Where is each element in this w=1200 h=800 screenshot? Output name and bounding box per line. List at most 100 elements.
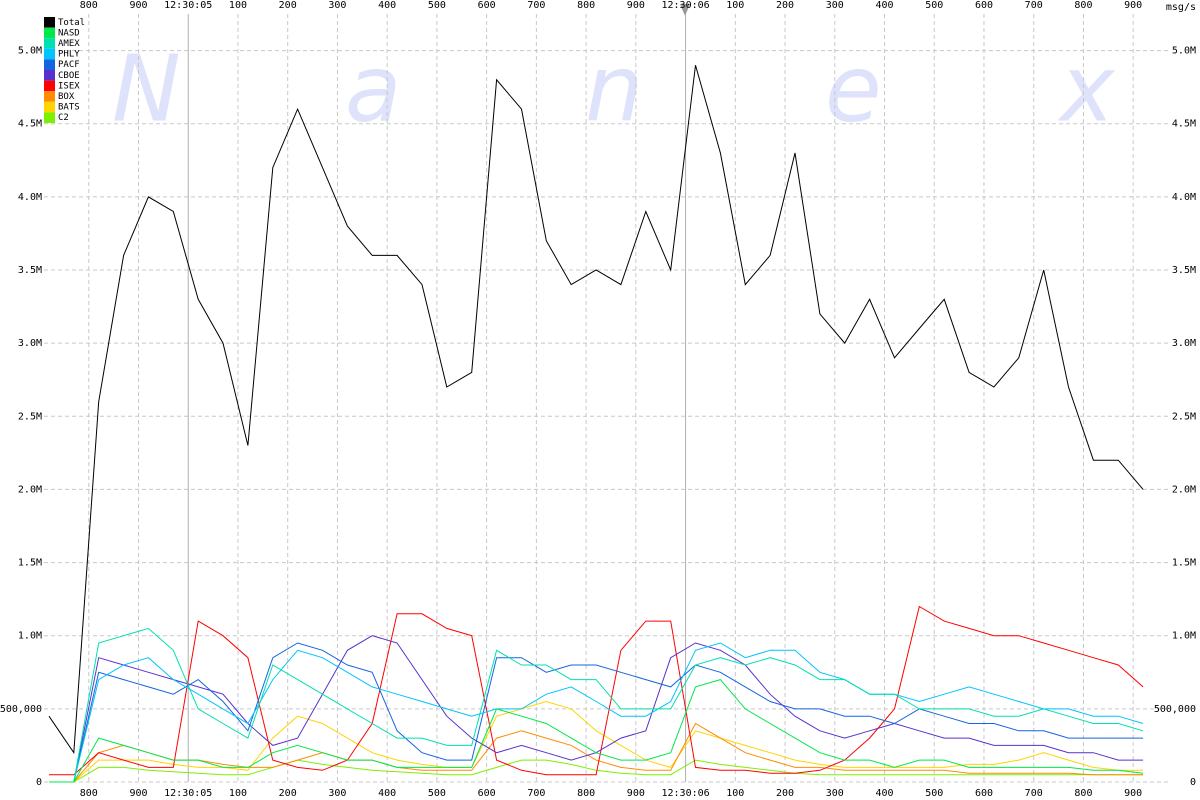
- y-tick-label: 2.0M: [18, 484, 42, 495]
- series-line: [49, 759, 1144, 783]
- x-tick-label: 12:30:05: [164, 788, 212, 799]
- x-tick-label-top: 800: [80, 0, 98, 11]
- x-tick-label: 900: [129, 788, 147, 799]
- legend-swatch: [44, 80, 55, 92]
- y-tick-label-right: 1.5M: [1172, 558, 1196, 569]
- y-tick-label-right: 3.5M: [1172, 265, 1196, 276]
- x-tick-label: 700: [1025, 788, 1043, 799]
- x-tick-label-top: 300: [328, 0, 346, 11]
- y-tick-label: 4.5M: [18, 119, 42, 130]
- x-tick-label: 800: [80, 788, 98, 799]
- x-tick-label-top: 100: [726, 0, 744, 11]
- watermark-letter: e: [825, 35, 882, 142]
- series-line: [49, 642, 1144, 783]
- y-tick-label-right: 5.0M: [1172, 46, 1196, 57]
- y-tick-label: 3.0M: [18, 338, 42, 349]
- x-tick-label: 500: [925, 788, 943, 799]
- y-tick-label: 1.5M: [18, 558, 42, 569]
- x-tick-label-top: 700: [527, 0, 545, 11]
- x-tick-label: 400: [378, 788, 396, 799]
- x-tick-label-top: 900: [627, 0, 645, 11]
- legend-label: AMEX: [58, 39, 80, 49]
- legend-swatch: [44, 48, 55, 60]
- series-line: [49, 605, 1144, 776]
- y-tick-label-right: 500,000: [1154, 704, 1196, 715]
- x-tick-label-top: 500: [925, 0, 943, 11]
- y-tick-label-right: 4.0M: [1172, 192, 1196, 203]
- legend-swatch: [44, 38, 55, 49]
- x-tick-label: 600: [478, 788, 496, 799]
- legend-label: PHLY: [58, 50, 80, 60]
- x-tick-label: 100: [229, 788, 247, 799]
- x-tick-label: 700: [527, 788, 545, 799]
- time-marker: [680, 4, 690, 16]
- x-tick-label-top: 200: [776, 0, 794, 11]
- y-tick-label-right: 2.5M: [1172, 411, 1196, 422]
- x-tick-label: 12:30:06: [661, 788, 709, 799]
- series-line: [49, 679, 1144, 783]
- x-tick-label-top: 800: [1074, 0, 1092, 11]
- series-line: [49, 627, 1144, 783]
- x-tick-label: 300: [328, 788, 346, 799]
- x-tick-label-top: 500: [428, 0, 446, 11]
- legend-swatch: [44, 59, 55, 70]
- y-tick-label: 500,000: [0, 704, 42, 715]
- x-tick-label: 100: [726, 788, 744, 799]
- x-tick-label-top: 200: [279, 0, 297, 11]
- legend-swatch: [44, 101, 55, 113]
- legend-swatch: [44, 91, 55, 102]
- x-tick-label-top: 600: [975, 0, 993, 11]
- x-tick-label: 500: [428, 788, 446, 799]
- x-tick-label-top: 800: [577, 0, 595, 11]
- x-tick-label-top: 400: [378, 0, 396, 11]
- x-tick-label: 900: [1124, 788, 1142, 799]
- legend-label: BATS: [58, 103, 80, 113]
- legend-label: NASD: [58, 28, 80, 38]
- x-tick-label: 300: [826, 788, 844, 799]
- legend-label: PACF: [58, 60, 80, 70]
- x-tick-label: 400: [875, 788, 893, 799]
- watermark-letter: x: [1057, 35, 1116, 142]
- x-tick-label: 200: [279, 788, 297, 799]
- x-tick-label-top: 400: [875, 0, 893, 11]
- y-tick-label-right: 0: [1190, 777, 1196, 788]
- x-tick-label-top: 12:30:06: [661, 0, 709, 11]
- x-tick-label: 200: [776, 788, 794, 799]
- watermark-letter: N: [112, 35, 181, 142]
- x-tick-label-top: 900: [129, 0, 147, 11]
- y-unit: msg/s: [1166, 2, 1196, 13]
- x-tick-label: 800: [577, 788, 595, 799]
- x-tick-label-top: 600: [478, 0, 496, 11]
- legend-swatch: [44, 27, 55, 39]
- x-tick-label-top: 100: [229, 0, 247, 11]
- y-tick-label-right: 4.5M: [1172, 119, 1196, 130]
- y-tick-label-right: 2.0M: [1172, 484, 1196, 495]
- legend-label: Total: [58, 18, 85, 28]
- legend-label: BOX: [58, 92, 75, 102]
- x-tick-label: 800: [1074, 788, 1092, 799]
- legend-swatch: [44, 17, 55, 28]
- y-tick-label: 5.0M: [18, 46, 42, 57]
- x-tick-label-top: 12:30:05: [164, 0, 212, 11]
- series-line: [49, 642, 1144, 783]
- y-tick-label: 3.5M: [18, 265, 42, 276]
- y-tick-label-right: 1.0M: [1172, 631, 1196, 642]
- x-tick-label-top: 900: [1124, 0, 1142, 11]
- y-tick-label: 4.0M: [18, 192, 42, 203]
- y-tick-label: 0: [36, 777, 42, 788]
- y-tick-label: 1.0M: [18, 631, 42, 642]
- watermark-letter: n: [585, 35, 643, 142]
- series-line: [49, 722, 1144, 783]
- legend-label: ISEX: [58, 81, 80, 91]
- watermark-letter: a: [345, 35, 401, 142]
- y-tick-label: 2.5M: [18, 411, 42, 422]
- x-tick-label: 900: [627, 788, 645, 799]
- y-tick-label-right: 3.0M: [1172, 338, 1196, 349]
- legend-label: C2: [58, 113, 69, 123]
- x-tick-label-top: 700: [1025, 0, 1043, 11]
- legend-label: CBOE: [58, 71, 80, 81]
- series-line: [48, 65, 1144, 755]
- legend-swatch: [44, 112, 55, 123]
